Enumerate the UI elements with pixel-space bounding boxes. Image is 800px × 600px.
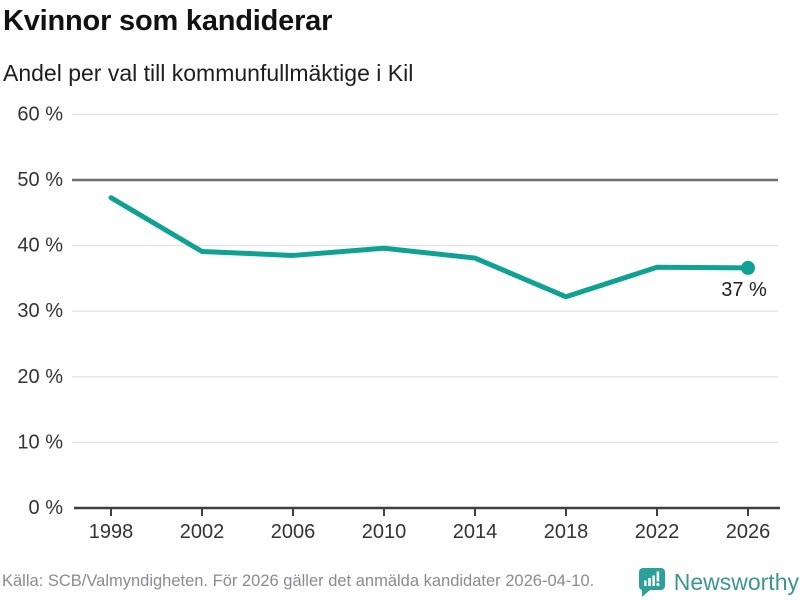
data-point-value-label: 37 % (721, 279, 767, 301)
source-note: Källa: SCB/Valmyndigheten. För 2026 gäll… (2, 572, 595, 590)
x-axis-tick-label: 1998 (89, 521, 134, 543)
x-axis-tick-label: 2006 (271, 521, 316, 543)
data-line (108, 195, 751, 300)
y-axis-tick-label: 60 % (17, 103, 63, 125)
x-axis-tick-label: 2014 (453, 521, 498, 543)
y-axis-tick-label: 30 % (17, 300, 63, 322)
y-axis-tick-label: 50 % (17, 169, 63, 191)
y-axis-tick-label: 10 % (17, 431, 63, 453)
brand-wordmark: Newsworthy (673, 568, 799, 595)
x-axis-tick-label: 2002 (180, 521, 225, 543)
x-axis-tick-label: 2018 (544, 521, 589, 543)
footer: Källa: SCB/Valmyndigheten. För 2026 gäll… (0, 560, 800, 600)
newsworthy-logo-icon (638, 568, 665, 597)
x-axis-tick-label: 2010 (362, 521, 407, 543)
newsworthy-brand-link[interactable]: Newsworthy (637, 567, 799, 597)
y-axis-tick-label: 40 % (17, 235, 63, 257)
page-subtitle: Andel per val till kommunfullmäktige i K… (3, 60, 414, 86)
x-axis-tick-label: 2026 (726, 521, 771, 543)
y-axis-tick-label: 0 % (29, 497, 64, 519)
y-axis-tick-label: 20 % (17, 366, 63, 388)
x-axis-tick-label: 2022 (635, 521, 680, 543)
data-point-last (741, 260, 755, 275)
page-title: Kvinnor som kandiderar (3, 5, 333, 37)
